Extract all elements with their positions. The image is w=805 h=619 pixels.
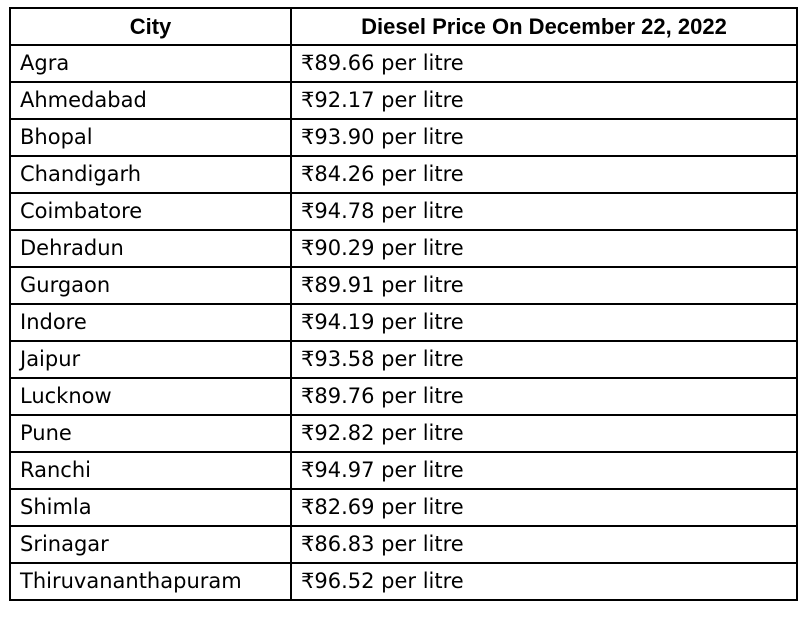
- city-cell: Indore: [9, 303, 292, 342]
- table-row: Thiruvananthapuram ₹96.52 per litre: [9, 562, 798, 601]
- city-cell: Ahmedabad: [9, 81, 292, 120]
- city-cell: Srinagar: [9, 525, 292, 564]
- city-cell: Lucknow: [9, 377, 292, 416]
- table-row: Ranchi ₹94.97 per litre: [9, 451, 798, 490]
- city-cell: Ranchi: [9, 451, 292, 490]
- city-cell: Agra: [9, 44, 292, 83]
- column-header-city: City: [9, 7, 292, 46]
- price-cell: ₹89.91 per litre: [290, 266, 798, 305]
- table-row: Dehradun ₹90.29 per litre: [9, 229, 798, 268]
- table-row: Srinagar ₹86.83 per litre: [9, 525, 798, 564]
- price-cell: ₹94.97 per litre: [290, 451, 798, 490]
- price-cell: ₹93.90 per litre: [290, 118, 798, 157]
- price-cell: ₹92.82 per litre: [290, 414, 798, 453]
- table-row: Gurgaon ₹89.91 per litre: [9, 266, 798, 305]
- table-header-row: City Diesel Price On December 22, 2022: [9, 7, 798, 46]
- city-cell: Dehradun: [9, 229, 292, 268]
- table-body: Agra ₹89.66 per litre Ahmedabad ₹92.17 p…: [9, 44, 798, 601]
- table-row: Jaipur ₹93.58 per litre: [9, 340, 798, 379]
- price-cell: ₹86.83 per litre: [290, 525, 798, 564]
- price-cell: ₹84.26 per litre: [290, 155, 798, 194]
- table-row: Bhopal ₹93.90 per litre: [9, 118, 798, 157]
- column-header-diesel-price: Diesel Price On December 22, 2022: [290, 7, 798, 46]
- price-cell: ₹96.52 per litre: [290, 562, 798, 601]
- price-cell: ₹94.78 per litre: [290, 192, 798, 231]
- price-cell: ₹92.17 per litre: [290, 81, 798, 120]
- table-row: Coimbatore ₹94.78 per litre: [9, 192, 798, 231]
- price-cell: ₹89.76 per litre: [290, 377, 798, 416]
- price-cell: ₹82.69 per litre: [290, 488, 798, 527]
- table-row: Ahmedabad ₹92.17 per litre: [9, 81, 798, 120]
- price-cell: ₹90.29 per litre: [290, 229, 798, 268]
- city-cell: Shimla: [9, 488, 292, 527]
- table-row: Pune ₹92.82 per litre: [9, 414, 798, 453]
- table-row: Agra ₹89.66 per litre: [9, 44, 798, 83]
- city-cell: Bhopal: [9, 118, 292, 157]
- table-row: Indore ₹94.19 per litre: [9, 303, 798, 342]
- city-cell: Thiruvananthapuram: [9, 562, 292, 601]
- city-cell: Chandigarh: [9, 155, 292, 194]
- price-cell: ₹93.58 per litre: [290, 340, 798, 379]
- price-cell: ₹89.66 per litre: [290, 44, 798, 83]
- city-cell: Coimbatore: [9, 192, 292, 231]
- table-row: Lucknow ₹89.76 per litre: [9, 377, 798, 416]
- city-cell: Jaipur: [9, 340, 292, 379]
- city-cell: Gurgaon: [9, 266, 292, 305]
- table-row: Chandigarh ₹84.26 per litre: [9, 155, 798, 194]
- city-cell: Pune: [9, 414, 292, 453]
- diesel-price-table: City Diesel Price On December 22, 2022 A…: [9, 7, 798, 601]
- table-row: Shimla ₹82.69 per litre: [9, 488, 798, 527]
- price-cell: ₹94.19 per litre: [290, 303, 798, 342]
